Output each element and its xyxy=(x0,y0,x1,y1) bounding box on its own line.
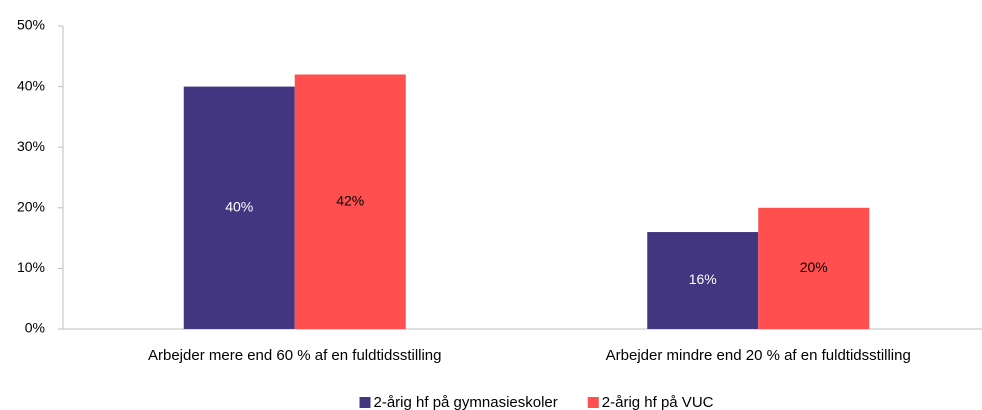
bar xyxy=(647,232,759,329)
y-tick-label: 20% xyxy=(17,199,45,215)
bar xyxy=(758,207,870,329)
x-tick-label: Arbejder mere end 60 % af en fuldtidssti… xyxy=(148,347,442,364)
bar xyxy=(294,74,406,329)
bar xyxy=(183,86,295,329)
y-tick-label: 0% xyxy=(25,320,45,336)
legend-label: 2-årig hf på VUC xyxy=(602,394,714,410)
legend-swatch xyxy=(587,397,599,408)
legend-swatch xyxy=(359,397,371,408)
y-tick-label: 50% xyxy=(17,17,45,33)
value-label: 16% xyxy=(689,271,717,287)
legend-label: 2-årig hf på gymnasieskoler xyxy=(374,394,558,410)
value-label: 20% xyxy=(800,259,828,275)
value-label: 40% xyxy=(225,199,253,215)
y-tick-label: 30% xyxy=(17,138,45,154)
y-tick-label: 10% xyxy=(17,259,45,275)
x-tick-label: Arbejder mindre end 20 % af en fuldtidss… xyxy=(606,347,911,364)
value-label: 42% xyxy=(336,192,364,208)
y-tick-label: 40% xyxy=(17,77,45,93)
